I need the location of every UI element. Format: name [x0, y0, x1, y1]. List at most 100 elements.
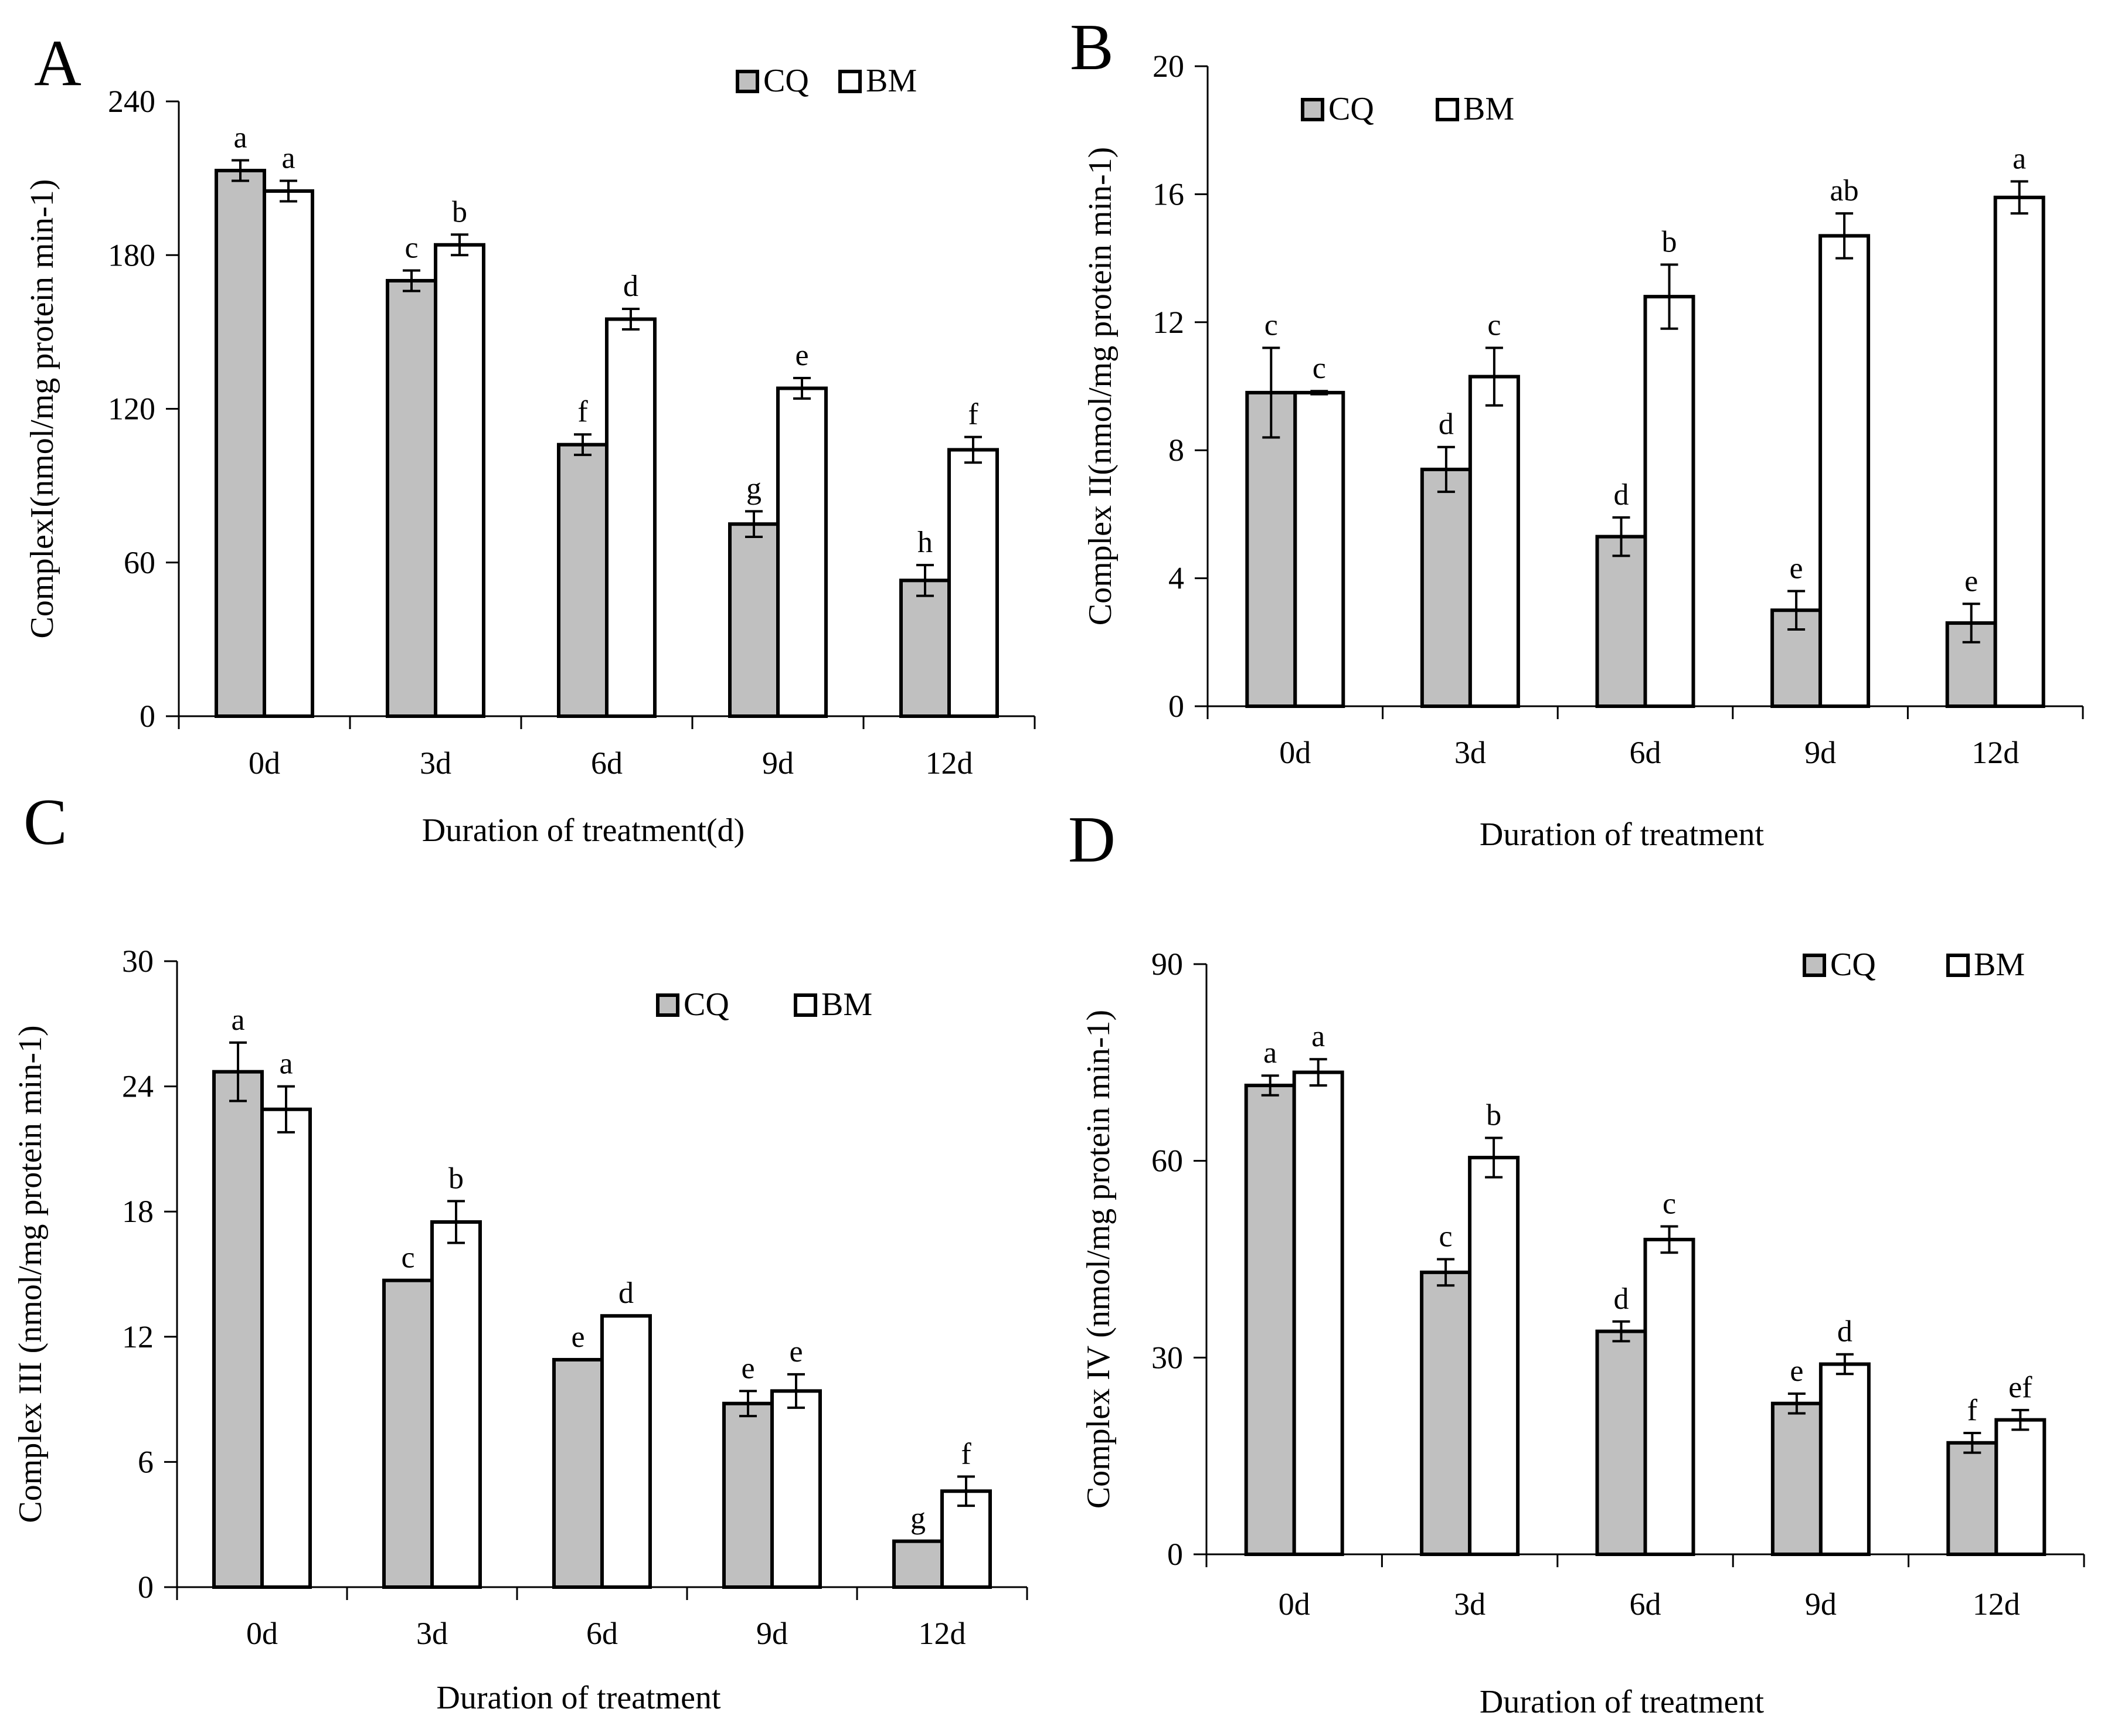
bar-bm-12d	[947, 448, 999, 719]
y-tick-label: 6	[138, 1444, 154, 1479]
significance-label: e	[795, 339, 808, 372]
bar-cq-9d	[1770, 1401, 1823, 1556]
y-tick-label: 12	[122, 1319, 154, 1354]
significance-label: c	[1439, 1220, 1453, 1254]
significance-label: f	[1967, 1394, 1978, 1427]
x-tick-label: 0d	[246, 1616, 278, 1651]
bar-cq-12d	[892, 1539, 944, 1589]
y-axis-title: ComplexI(nmol/mg protein min-1)	[24, 179, 60, 639]
significance-label: a	[1263, 1036, 1277, 1070]
significance-label: e	[1790, 552, 1803, 585]
significance-label: f	[968, 398, 978, 431]
y-tick-label: 60	[124, 545, 155, 580]
significance-label: d	[623, 270, 638, 303]
significance-label: a	[279, 1047, 293, 1081]
significance-label: ef	[2008, 1371, 2032, 1404]
panel-letter: B	[1070, 11, 1114, 84]
y-tick-label: 20	[1153, 49, 1184, 84]
x-axis-title: Duration of treatment	[1480, 816, 1765, 853]
significance-label: a	[233, 121, 247, 155]
chart-panel-a: A 0 60 120 180 240 0d aa 3d c b 6d f d 9d g e 12d h f Durati…	[24, 27, 1036, 849]
significance-label: b	[452, 195, 467, 229]
x-tick-label: 9d	[762, 746, 794, 781]
legend-label-bm: BM	[1974, 947, 2025, 983]
bar-cq-3d	[1420, 1270, 1472, 1556]
x-tick-label: 6d	[1630, 735, 1661, 770]
x-tick-label: 3d	[420, 746, 451, 781]
x-axis-title: Duration of treatment	[1480, 1684, 1765, 1720]
x-tick-label: 0d	[1279, 735, 1311, 770]
significance-label: g	[746, 472, 762, 505]
significance-label: d	[1439, 408, 1454, 441]
bar-cq-6d	[1595, 535, 1647, 708]
x-tick-label: 12d	[1971, 735, 2019, 770]
y-tick-label: 120	[108, 392, 155, 427]
y-tick-label: 30	[122, 944, 154, 979]
bar-cq-0d	[1245, 390, 1297, 708]
y-tick-label: 18	[122, 1194, 154, 1229]
y-tick-label: 30	[1151, 1340, 1183, 1375]
bar-bm-6d	[1643, 295, 1695, 708]
significance-label: a	[2013, 142, 2026, 176]
legend-swatch-bm	[1946, 954, 1970, 977]
significance-label: f	[961, 1437, 971, 1471]
legend-swatch-cq	[736, 70, 759, 93]
significance-label: d	[618, 1277, 634, 1310]
x-tick-label: 9d	[1804, 735, 1836, 770]
x-tick-label: 3d	[416, 1616, 448, 1651]
significance-label: e	[571, 1320, 584, 1354]
x-axis-title: Duration of treatment(d)	[422, 812, 745, 849]
bar-bm-3d	[430, 1220, 482, 1589]
y-tick-label: 0	[1168, 689, 1184, 724]
y-tick-label: 8	[1168, 433, 1184, 468]
y-axis-title: Complex II(nmol/mg protein min-1)	[1082, 147, 1119, 626]
significance-label: f	[577, 395, 588, 428]
bar-cq-6d	[557, 442, 609, 718]
bar-bm-0d	[263, 189, 314, 718]
legend-label-bm: BM	[866, 63, 917, 99]
bar-bm-0d	[260, 1107, 312, 1589]
bar-bm-6d	[1643, 1237, 1695, 1556]
significance-label: c	[401, 1241, 414, 1275]
bar-cq-0d	[1244, 1083, 1296, 1556]
bar-cq-3d	[386, 278, 437, 719]
panel-letter: C	[23, 786, 67, 859]
bar-bm-6d	[605, 317, 657, 718]
y-tick-label: 60	[1151, 1143, 1183, 1179]
significance-label: e	[1964, 564, 1978, 598]
significance-label: g	[910, 1502, 926, 1536]
y-tick-label: 24	[122, 1069, 154, 1104]
x-tick-label: 3d	[1454, 735, 1486, 770]
x-tick-label: 6d	[591, 746, 623, 781]
y-tick-label: 12	[1153, 305, 1184, 340]
y-tick-label: 16	[1153, 176, 1184, 212]
significance-label: c	[1487, 308, 1501, 342]
significance-label: e	[741, 1352, 754, 1385]
bar-bm-3d	[1468, 375, 1520, 708]
bar-cq-3d	[382, 1278, 434, 1589]
bar-cq-0d	[212, 1070, 264, 1589]
panel-letter: A	[34, 27, 81, 100]
significance-label: a	[1311, 1020, 1325, 1053]
significance-label: b	[1662, 226, 1677, 259]
significance-label: e	[1790, 1354, 1803, 1388]
bar-bm-3d	[434, 243, 485, 718]
bar-cq-6d	[552, 1357, 604, 1589]
significance-label: c	[1264, 308, 1278, 342]
significance-label: c	[1663, 1187, 1676, 1221]
x-tick-label: 3d	[1454, 1587, 1485, 1622]
bar-bm-0d	[1292, 1070, 1344, 1557]
legend-swatch-bm	[838, 70, 862, 93]
significance-label: ab	[1830, 174, 1859, 207]
legend-label-bm: BM	[1463, 91, 1514, 127]
significance-label: b	[1486, 1099, 1501, 1132]
bar-bm-9d	[770, 1389, 822, 1589]
significance-label: e	[789, 1335, 803, 1369]
x-tick-label: 12d	[1973, 1587, 2020, 1622]
significance-label: c	[1313, 352, 1326, 385]
y-tick-label: 0	[140, 699, 155, 734]
y-axis-title: Complex IV (nmol/mg protein min-1)	[1080, 1010, 1117, 1509]
y-tick-label: 0	[138, 1570, 154, 1605]
